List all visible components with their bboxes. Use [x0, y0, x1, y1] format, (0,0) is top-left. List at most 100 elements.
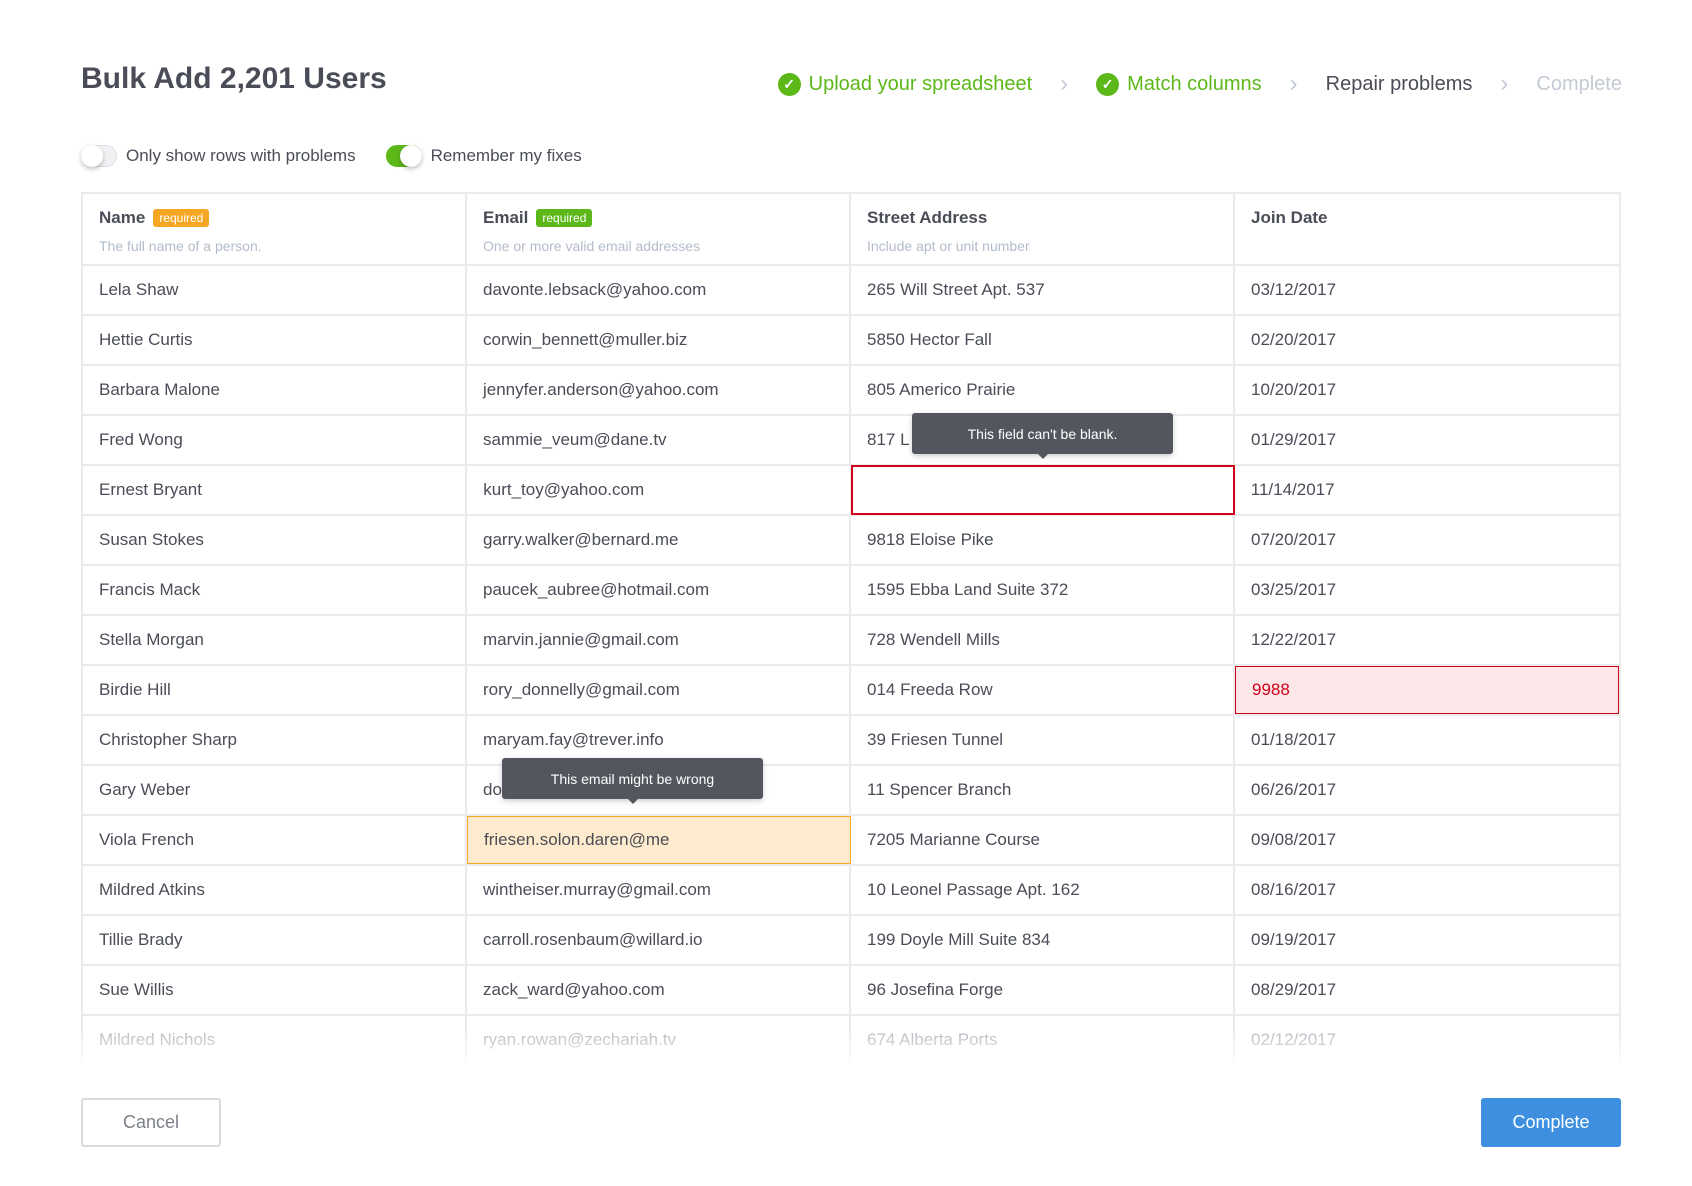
table-cell[interactable]: 01/29/2017	[1251, 430, 1337, 449]
table-cell[interactable]: 9988	[1235, 666, 1619, 714]
table-cell[interactable]: davonte.lebsack@yahoo.com	[467, 266, 851, 314]
toggle-label: Remember my fixes	[430, 146, 582, 165]
table-cell[interactable]: 09/19/2017	[1251, 930, 1337, 949]
chevron-right-icon: ›	[1289, 70, 1298, 97]
table-cell[interactable]: 10/20/2017	[1251, 380, 1337, 399]
table-cell[interactable]: Hettie Curtis	[83, 316, 467, 364]
toggle-remember-fixes[interactable]: Remember my fixes	[385, 145, 582, 167]
table-cell[interactable]: Sue Willis	[83, 966, 467, 1014]
cancel-button[interactable]: Cancel	[81, 1098, 221, 1147]
table-cell[interactable]: Viola French	[83, 816, 467, 864]
table-cell[interactable]: 12/22/2017	[1251, 630, 1337, 649]
step-upload-your-spreadsheet[interactable]: ✓ Upload your spreadsheet	[777, 72, 1032, 96]
column-header-street-address: Street Address Include apt or unit number	[851, 194, 1235, 264]
table-row: Barbara Malone jennyfer.anderson@yahoo.co…	[83, 366, 1619, 416]
table-row: Lela Shaw davonte.lebsack@yahoo.com 265 Wi…	[83, 266, 1619, 316]
table-row: Christopher Sharp maryam.fay@trever.info 3…	[83, 716, 1619, 766]
table-cell[interactable]: paucek_aubree@hotmail.com	[467, 566, 851, 614]
step-label: Match columns	[1127, 72, 1262, 95]
table-row: Tillie Brady carroll.rosenbaum@willard.io…	[83, 916, 1619, 966]
table-cell[interactable]: Fred Wong	[83, 416, 467, 464]
table-cell[interactable]: wintheiser.murray@gmail.com	[467, 866, 851, 914]
table-cell[interactable]: garry.walker@bernard.me	[467, 516, 851, 564]
toggle-only-problems[interactable]: Only show rows with problems	[81, 145, 356, 167]
table-cell[interactable]: kurt_toy@yahoo.com	[467, 466, 852, 514]
table-cell[interactable]: 199 Doyle Mill Suite 834	[851, 916, 1235, 964]
table-cell[interactable]: 265 Will Street Apt. 537	[851, 266, 1235, 314]
column-title: Street Address	[867, 208, 1217, 228]
table-cell[interactable]: 03/12/2017	[1251, 280, 1337, 299]
table-cell[interactable]: 5850 Hector Fall	[851, 316, 1235, 364]
switch-only-problems[interactable]	[81, 145, 117, 167]
table-cell[interactable]: Christopher Sharp	[83, 716, 467, 764]
table-cell[interactable]: Francis Mack	[83, 566, 467, 614]
step-complete[interactable]: Complete	[1536, 73, 1622, 96]
toggle-label: Only show rows with problems	[126, 146, 356, 165]
table-cell[interactable]: 02/20/2017	[1251, 330, 1337, 349]
table-row: Fred Wong sammie_veum@dane.tv 817 L 01/29/2…	[83, 416, 1619, 466]
table-cell[interactable]: 03/25/2017	[1251, 580, 1337, 599]
table-cell[interactable]: 01/18/2017	[1251, 730, 1337, 749]
table-row: Viola French friesen.solon.daren@me 7205 M…	[83, 816, 1619, 866]
switch-remember-fixes[interactable]	[385, 145, 422, 167]
column-title: Email required	[483, 208, 833, 228]
table-row: Ernest Bryant kurt_toy@yahoo.com 11/14/201…	[83, 465, 1619, 516]
scroll-fade	[81, 1030, 1621, 1070]
column-header-email: Email required One or more valid email add…	[467, 194, 851, 264]
table-row: Mildred Atkins wintheiser.murray@gmail.co…	[83, 866, 1619, 916]
table-cell[interactable]: Tillie Brady	[83, 916, 467, 964]
table-cell[interactable]: rory_donnelly@gmail.com	[467, 666, 851, 714]
table-cell[interactable]: marvin.jannie@gmail.com	[467, 616, 851, 664]
required-badge: required	[536, 209, 593, 227]
chevron-right-icon: ›	[1060, 70, 1069, 97]
table-cell[interactable]: 08/29/2017	[1251, 980, 1337, 999]
table-row: Hettie Curtis corwin_bennett@muller.biz 58…	[83, 316, 1619, 366]
table-cell[interactable]: 728 Wendell Mills	[851, 616, 1235, 664]
table-cell[interactable]: 805 Americo Prairie	[851, 366, 1235, 414]
table-cell[interactable]: jennyfer.anderson@yahoo.com	[467, 366, 851, 414]
column-name: Join Date	[1251, 208, 1328, 227]
table-cell[interactable]: corwin_bennett@muller.biz	[467, 316, 851, 364]
step-match-columns[interactable]: ✓ Match columns	[1096, 72, 1262, 96]
table-cell[interactable]: friesen.solon.daren@me	[467, 816, 851, 864]
table-cell[interactable]: carroll.rosenbaum@willard.io	[467, 916, 851, 964]
table-cell[interactable]: 08/16/2017	[1251, 880, 1337, 899]
table-cell[interactable]: sammie_veum@dane.tv	[467, 416, 851, 464]
table-cell[interactable]: 1595 Ebba Land Suite 372	[851, 566, 1235, 614]
table-cell[interactable]: Barbara Malone	[83, 366, 467, 414]
table-cell[interactable]: 014 Freeda Row	[851, 666, 1235, 714]
table-cell[interactable]: 07/20/2017	[1251, 530, 1337, 549]
table-cell[interactable]: Lela Shaw	[83, 266, 467, 314]
table-row: Stella Morgan marvin.jannie@gmail.com 728 …	[83, 616, 1619, 666]
table-cell[interactable]: Ernest Bryant	[83, 466, 468, 514]
column-description: Include apt or unit number	[867, 238, 1030, 254]
table-cell[interactable]: Susan Stokes	[83, 516, 467, 564]
table-cell[interactable]: Mildred Atkins	[83, 866, 467, 914]
toggle-bar: Only show rows with problems Remember my…	[81, 145, 612, 167]
check-circle-icon: ✓	[777, 72, 801, 96]
table-cell[interactable]: Gary Weber	[83, 766, 467, 814]
table-cell[interactable]: 11/14/2017	[1250, 480, 1335, 499]
table-cell[interactable]: 39 Friesen Tunnel	[851, 716, 1235, 764]
column-header-name: Name required The full name of a person.	[83, 194, 467, 264]
table-header: Name required The full name of a person. Em…	[83, 194, 1619, 266]
table-cell[interactable]: 06/26/2017	[1251, 780, 1337, 799]
table-row: Birdie Hill rory_donnelly@gmail.com 014 Fr…	[83, 666, 1619, 716]
table-row: Sue Willis zack_ward@yahoo.com 96 Josefina…	[83, 966, 1619, 1016]
step-repair-problems[interactable]: Repair problems	[1326, 73, 1473, 96]
table-cell[interactable]: 817 L	[851, 416, 1235, 464]
table-cell[interactable]: maryam.fay@trever.info	[467, 716, 851, 764]
table-cell[interactable]	[850, 465, 1235, 515]
table-cell[interactable]: 10 Leonel Passage Apt. 162	[851, 866, 1235, 914]
table-cell[interactable]: 11 Spencer Branch	[851, 766, 1235, 814]
table-cell[interactable]: 96 Josefina Forge	[851, 966, 1235, 1014]
table-cell[interactable]: zack_ward@yahoo.com	[467, 966, 851, 1014]
table-cell[interactable]: 9818 Eloise Pike	[851, 516, 1235, 564]
table-cell[interactable]: Birdie Hill	[83, 666, 467, 714]
table-cell[interactable]: 7205 Marianne Course	[851, 816, 1235, 864]
table-cell[interactable]: 09/08/2017	[1251, 830, 1337, 849]
table-cell[interactable]: do	[467, 766, 851, 814]
table-cell[interactable]: Stella Morgan	[83, 616, 467, 664]
column-name: Name	[99, 208, 146, 227]
complete-button[interactable]: Complete	[1481, 1098, 1621, 1147]
